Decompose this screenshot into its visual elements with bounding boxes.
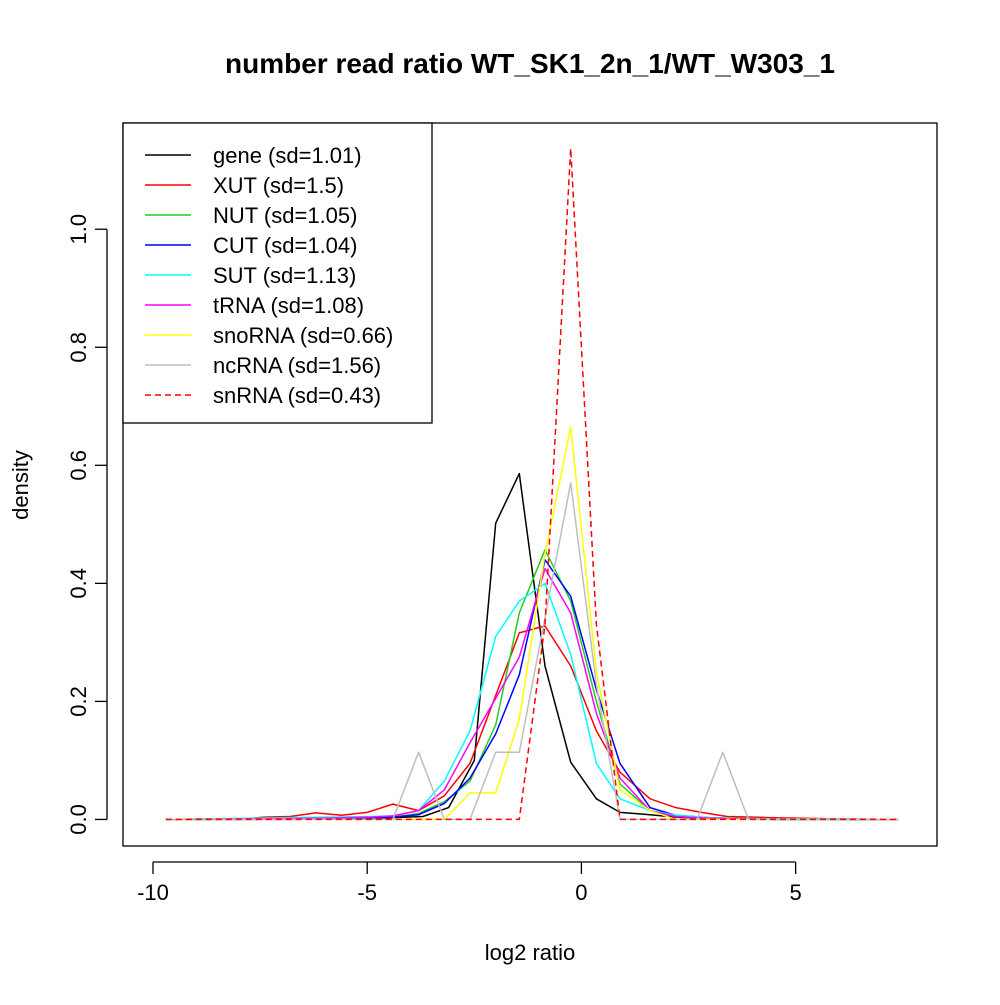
x-tick-label: 0 xyxy=(575,880,587,905)
legend-label: CUT (sd=1.04) xyxy=(213,233,357,258)
series-line xyxy=(165,426,899,821)
series-line xyxy=(165,625,899,821)
chart-title: number read ratio WT_SK1_2n_1/WT_W303_1 xyxy=(225,48,835,79)
series-line xyxy=(165,567,899,821)
x-axis-label: log2 ratio xyxy=(485,940,576,965)
legend-label: XUT (sd=1.5) xyxy=(213,173,344,198)
series-line xyxy=(165,559,899,821)
series-line xyxy=(165,147,899,821)
legend-label: snRNA (sd=0.43) xyxy=(213,383,381,408)
legend-label: NUT (sd=1.05) xyxy=(213,203,357,228)
y-tick-label: 0.2 xyxy=(66,686,91,717)
series-line xyxy=(165,482,899,821)
x-axis: -10 -5 0 5 xyxy=(137,861,802,905)
y-tick-label: 0.0 xyxy=(66,804,91,835)
legend-label: tRNA (sd=1.08) xyxy=(213,293,364,318)
legend-box xyxy=(122,122,433,424)
x-tick-label: -5 xyxy=(357,880,377,905)
y-tick-label: 0.4 xyxy=(66,568,91,599)
y-axis-label: density xyxy=(8,450,33,520)
x-tick-label: 5 xyxy=(789,880,801,905)
y-tick-label: 1.0 xyxy=(66,214,91,245)
y-tick-label: 0.8 xyxy=(66,332,91,363)
y-axis: 0.0 0.2 0.4 0.6 0.8 1.0 xyxy=(66,214,108,835)
series-layer xyxy=(165,147,899,821)
legend-label: ncRNA (sd=1.56) xyxy=(213,353,381,378)
legend-label: SUT (sd=1.13) xyxy=(213,263,356,288)
legend-label: gene (sd=1.01) xyxy=(213,143,362,168)
legend-label: snoRNA (sd=0.66) xyxy=(213,323,393,348)
y-tick-label: 0.6 xyxy=(66,450,91,481)
x-tick-label: -10 xyxy=(137,880,169,905)
legend: gene (sd=1.01) XUT (sd=1.5) NUT (sd=1.05) C… xyxy=(122,122,433,424)
series-line xyxy=(165,472,899,821)
plot-frame xyxy=(122,122,938,847)
